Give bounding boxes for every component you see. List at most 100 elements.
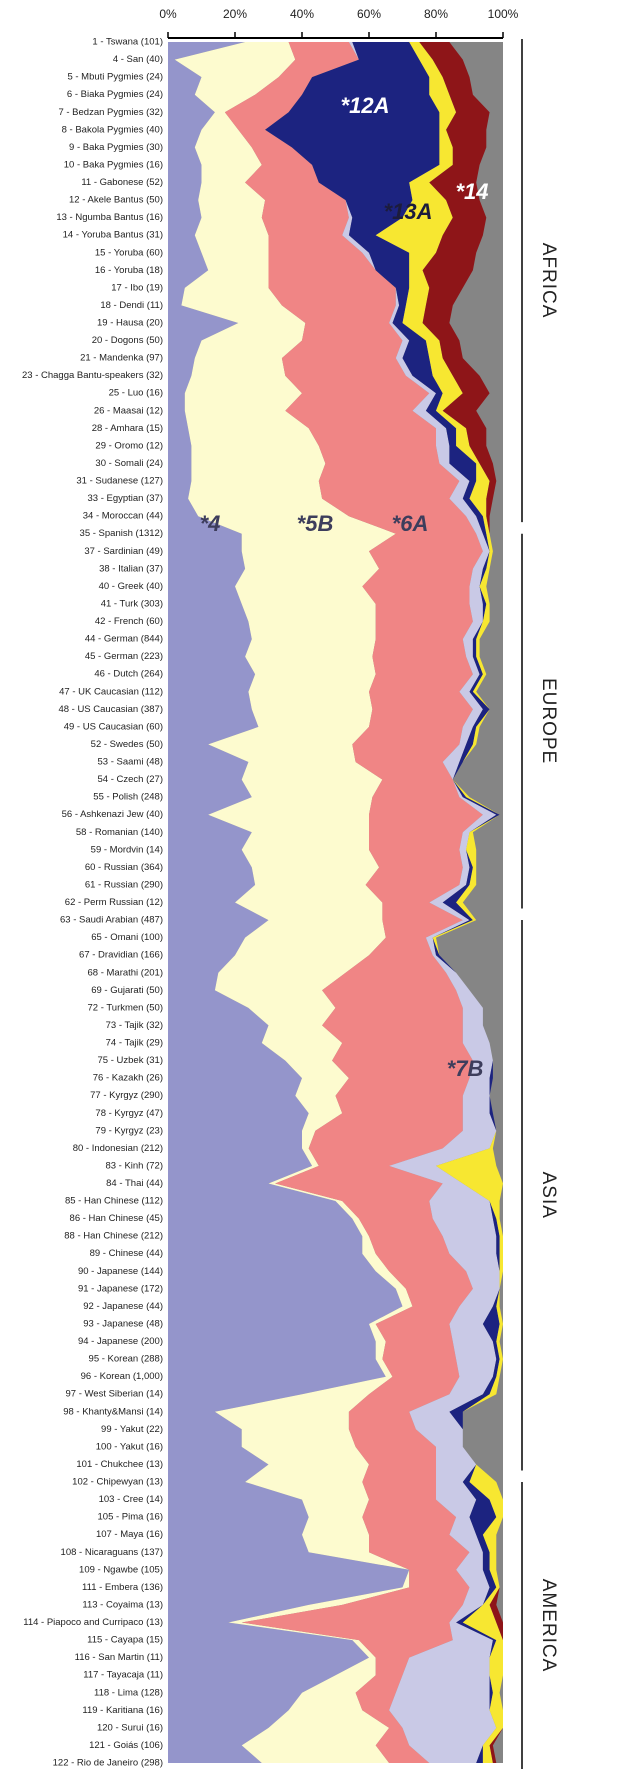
category-label: 7 - Bedzan Pygmies (32): [58, 107, 163, 118]
category-label: 120 - Surui (16): [97, 1722, 163, 1733]
category-label: 4 - San (40): [113, 54, 163, 65]
category-label: 114 - Piapoco and Curripaco (13): [23, 1617, 163, 1628]
category-label: 97 - West Siberian (14): [65, 1389, 163, 1400]
category-label: 25 - Luo (16): [109, 388, 163, 399]
category-label: 15 - Yoruba (60): [95, 247, 163, 258]
category-label: 41 - Turk (303): [101, 598, 163, 609]
category-label: 9 - Baka Pygmies (30): [69, 142, 163, 153]
series-label: *14: [455, 179, 488, 204]
category-label: 1 - Tswana (101): [92, 37, 163, 48]
x-tick-label: 60%: [357, 7, 381, 21]
region-label: ASIA: [538, 1172, 559, 1219]
category-label: 89 - Chinese (44): [90, 1248, 163, 1259]
category-label: 54 - Czech (27): [98, 774, 163, 785]
category-label: 19 - Hausa (20): [97, 317, 163, 328]
category-label: 116 - San Martin (11): [75, 1652, 163, 1663]
category-label: 11 - Gabonese (52): [81, 177, 163, 188]
category-label: 30 - Somali (24): [95, 458, 163, 469]
category-label: 76 - Kazakh (26): [93, 1073, 163, 1084]
category-label: 94 - Japanese (200): [78, 1336, 163, 1347]
series-label: *4: [200, 511, 221, 536]
category-label: 72 - Turkmen (50): [88, 1002, 164, 1013]
area: [265, 42, 500, 1763]
series-label: *5B: [297, 511, 334, 536]
category-label: 86 - Han Chinese (45): [70, 1213, 163, 1224]
category-label: 17 - Ibo (19): [111, 282, 163, 293]
series-label: *12A: [341, 93, 390, 118]
x-tick-label: 20%: [223, 7, 247, 21]
category-label: 47 - UK Caucasian (112): [59, 686, 163, 697]
category-label: 31 - Sudanese (127): [76, 476, 163, 487]
category-label: 99 - Yakut (22): [101, 1424, 163, 1435]
x-tick-label: 40%: [290, 7, 314, 21]
category-label: 88 - Han Chinese (212): [64, 1231, 163, 1242]
category-label: 58 - Romanian (140): [76, 827, 163, 838]
category-label: 102 - Chipewyan (13): [72, 1477, 163, 1488]
category-label: 26 - Maasai (12): [94, 405, 163, 416]
region-label: EUROPE: [538, 678, 559, 764]
category-label: 23 - Chagga Bantu-speakers (32): [22, 370, 163, 381]
category-label: 44 - German (844): [85, 634, 163, 645]
area: [174, 42, 413, 1763]
category-label: 5 - Mbuti Pygmies (24): [67, 72, 163, 83]
category-label: 45 - German (223): [85, 651, 163, 662]
x-tick-label: 80%: [424, 7, 448, 21]
category-label: 52 - Swedes (50): [91, 739, 163, 750]
category-label: 65 - Omani (100): [91, 932, 163, 943]
category-label: 55 - Polish (248): [93, 792, 163, 803]
category-label: 60 - Russian (364): [85, 862, 163, 873]
category-label: 121 - Goiás (106): [89, 1740, 163, 1751]
series-label: *7B: [447, 1056, 484, 1081]
x-tick-label: 0%: [159, 7, 177, 21]
category-label: 85 - Han Chinese (112): [65, 1196, 163, 1207]
region-label: AMERICA: [538, 1579, 559, 1673]
area: [265, 42, 500, 1763]
category-label: 83 - Kinh (72): [105, 1160, 163, 1171]
category-label: 49 - US Caucasian (60): [64, 721, 163, 732]
category-label: 12 - Akele Bantus (50): [69, 195, 163, 206]
category-label: 75 - Uzbek (31): [98, 1055, 163, 1066]
category-label: 74 - Tajik (29): [106, 1038, 163, 1049]
category-label: 46 - Dutch (264): [94, 669, 163, 680]
category-label: 33 - Egyptian (37): [87, 493, 163, 504]
category-label: 122 - Rio de Janeiro (298): [53, 1758, 163, 1769]
category-label: 20 - Dogons (50): [92, 335, 163, 346]
category-label: 38 - Italian (37): [99, 563, 163, 574]
category-label: 63 - Saudi Arabian (487): [60, 915, 163, 926]
category-label: 118 - Lima (128): [94, 1687, 163, 1698]
area: [419, 42, 503, 1763]
category-label: 13 - Ngumba Bantus (16): [56, 212, 163, 223]
category-label: 107 - Maya (16): [96, 1529, 163, 1540]
category-label: 37 - Sardinian (49): [84, 546, 163, 557]
category-label: 103 - Cree (14): [99, 1494, 163, 1505]
category-label: 40 - Greek (40): [99, 581, 163, 592]
category-label: 34 - Moroccan (44): [83, 511, 163, 522]
category-label: 100 - Yakut (16): [96, 1441, 163, 1452]
category-label: 35 - Spanish (1312): [80, 528, 163, 539]
category-label: 84 - Thai (44): [106, 1178, 163, 1189]
category-label: 77 - Kyrgyz (290): [90, 1090, 163, 1101]
category-label: 101 - Chukchee (13): [76, 1459, 163, 1470]
category-label: 113 - Coyaima (13): [82, 1599, 163, 1610]
category-label: 28 - Amhara (15): [92, 423, 163, 434]
category-label: 18 - Dendi (11): [100, 300, 163, 311]
category-label: 6 - Biaka Pygmies (24): [67, 89, 163, 100]
category-label: 61 - Russian (290): [85, 879, 163, 890]
category-label: 56 - Ashkenazi Jew (40): [62, 809, 163, 820]
category-label: 42 - French (60): [95, 616, 163, 627]
category-label: 8 - Bakola Pygmies (40): [62, 124, 163, 135]
region-label: AFRICA: [538, 243, 559, 319]
category-label: 108 - Nicaraguans (137): [61, 1547, 163, 1558]
area: [375, 42, 503, 1763]
category-label: 92 - Japanese (44): [83, 1301, 163, 1312]
category-label: 93 - Japanese (48): [83, 1318, 163, 1329]
category-label: 10 - Baka Pygmies (16): [64, 159, 163, 170]
category-label: 109 - Ngawbe (105): [79, 1564, 163, 1575]
category-label: 16 - Yoruba (18): [95, 265, 163, 276]
category-label: 105 - Pima (16): [98, 1512, 163, 1523]
category-label: 68 - Marathi (201): [87, 967, 163, 978]
category-label: 79 - Kyrgyz (23): [95, 1125, 163, 1136]
category-label: 91 - Japanese (172): [78, 1283, 163, 1294]
category-label: 111 - Embera (136): [82, 1582, 163, 1593]
area: [168, 42, 410, 1763]
